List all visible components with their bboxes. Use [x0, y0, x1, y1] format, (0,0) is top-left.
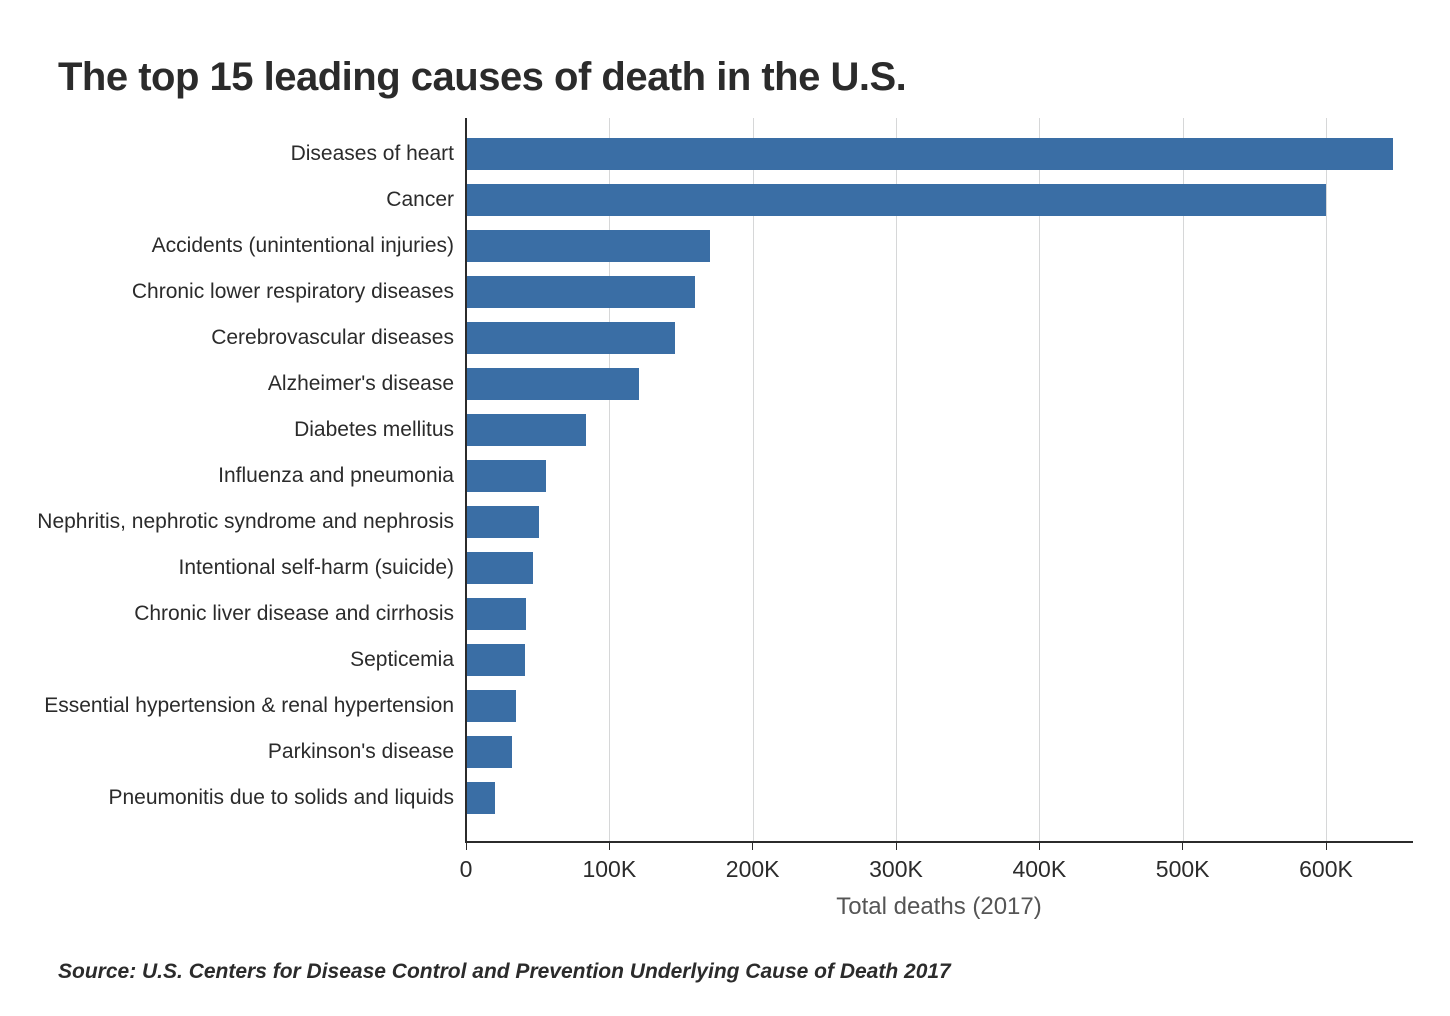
- y-category-label: Nephritis, nephrotic syndrome and nephro…: [37, 510, 466, 534]
- plot-area: 0100K200K300K400K500K600KDiseases of hea…: [466, 118, 1412, 842]
- y-category-label: Septicemia: [350, 648, 466, 672]
- grid-line: [753, 118, 754, 842]
- bar: [466, 644, 525, 676]
- chart-plot: 0100K200K300K400K500K600KDiseases of hea…: [466, 118, 1412, 842]
- bar: [466, 368, 639, 400]
- grid-line: [1183, 118, 1184, 842]
- y-category-label: Chronic lower respiratory diseases: [132, 280, 466, 304]
- x-tick-mark: [1182, 842, 1183, 850]
- chart-title: The top 15 leading causes of death in th…: [58, 55, 906, 100]
- x-axis-line: [465, 841, 1413, 843]
- y-category-label: Pneumonitis due to solids and liquids: [108, 786, 466, 810]
- bar: [466, 506, 539, 538]
- x-tick-mark: [752, 842, 753, 850]
- y-category-label: Accidents (unintentional injuries): [152, 234, 466, 258]
- x-axis-title: Total deaths (2017): [836, 893, 1041, 921]
- x-tick-label: 400K: [1012, 856, 1066, 883]
- x-tick-mark: [609, 842, 610, 850]
- bar: [466, 782, 495, 814]
- y-category-label: Parkinson's disease: [268, 740, 466, 764]
- y-category-label: Diabetes mellitus: [294, 418, 466, 442]
- bar: [466, 138, 1393, 170]
- bar: [466, 598, 526, 630]
- y-category-label: Alzheimer's disease: [268, 372, 466, 396]
- bar: [466, 690, 516, 722]
- y-category-label: Chronic liver disease and cirrhosis: [134, 602, 466, 626]
- x-tick-mark: [1326, 842, 1327, 850]
- x-tick-mark: [1039, 842, 1040, 850]
- bar: [466, 460, 546, 492]
- grid-line: [1326, 118, 1327, 842]
- bar: [466, 322, 675, 354]
- x-tick-mark: [896, 842, 897, 850]
- x-tick-label: 100K: [582, 856, 636, 883]
- y-category-label: Cerebrovascular diseases: [211, 326, 466, 350]
- bar: [466, 736, 512, 768]
- x-tick-label: 200K: [726, 856, 780, 883]
- grid-line: [1039, 118, 1040, 842]
- y-category-label: Cancer: [386, 188, 466, 212]
- x-tick-label: 600K: [1299, 856, 1353, 883]
- x-tick-label: 500K: [1156, 856, 1210, 883]
- y-axis-line: [465, 118, 467, 842]
- x-tick-label: 300K: [869, 856, 923, 883]
- bar: [466, 552, 533, 584]
- bar: [466, 276, 695, 308]
- bar: [466, 230, 710, 262]
- grid-line: [609, 118, 610, 842]
- source-citation: Source: U.S. Centers for Disease Control…: [58, 960, 951, 984]
- y-category-label: Diseases of heart: [291, 142, 466, 166]
- grid-line: [896, 118, 897, 842]
- x-tick-mark: [466, 842, 467, 850]
- y-category-label: Intentional self-harm (suicide): [179, 556, 466, 580]
- bar: [466, 184, 1326, 216]
- bar: [466, 414, 586, 446]
- y-category-label: Influenza and pneumonia: [218, 464, 466, 488]
- x-tick-label: 0: [460, 856, 473, 883]
- y-category-label: Essential hypertension & renal hypertens…: [44, 694, 466, 718]
